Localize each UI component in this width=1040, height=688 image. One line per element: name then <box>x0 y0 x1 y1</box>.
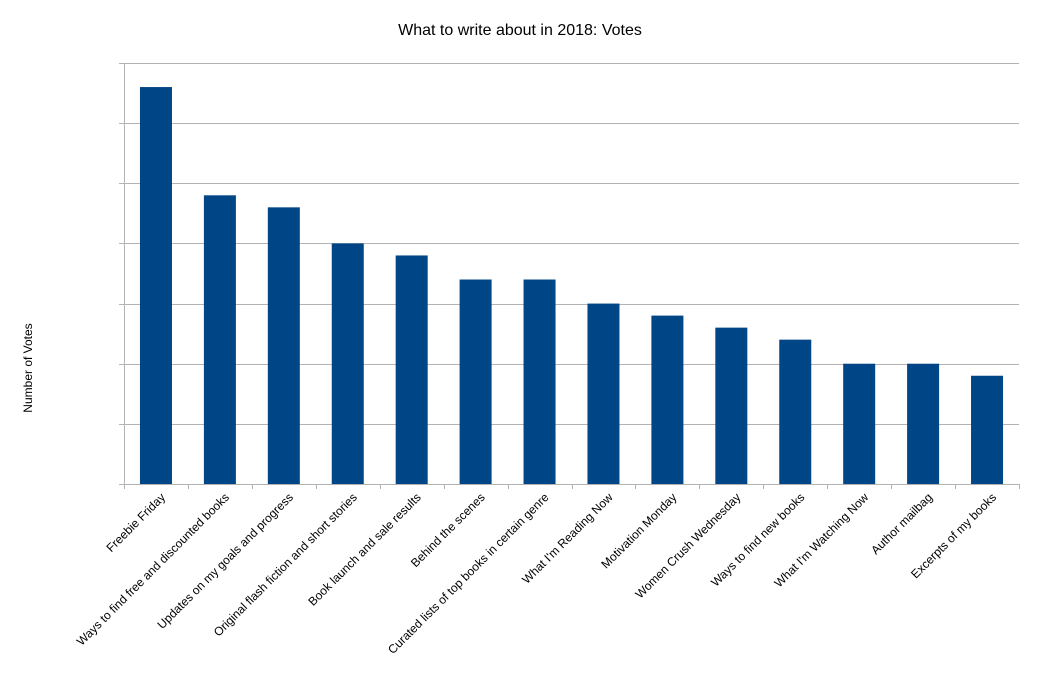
chart-title: What to write about in 2018: Votes <box>398 22 642 39</box>
bars <box>139 87 1004 485</box>
bar <box>267 207 300 485</box>
bar <box>843 363 876 484</box>
x-tick-label: Freebie Friday <box>103 490 168 555</box>
bar <box>203 195 236 485</box>
bar <box>139 87 172 485</box>
bar <box>331 243 364 484</box>
x-tick-label: Original flash fiction and short stories <box>211 490 360 639</box>
x-tick-label: Women Crush Wednesday <box>632 490 743 601</box>
bar <box>587 303 620 484</box>
x-tick-label: Book launch and sale results <box>305 490 423 608</box>
bar <box>715 327 748 484</box>
gridlines <box>119 63 1019 425</box>
bar <box>523 279 556 484</box>
bar <box>779 339 812 484</box>
x-tick-label: Updates on my goals and progress <box>154 490 295 631</box>
bar <box>651 315 684 484</box>
x-tick-label: Author mailbag <box>868 490 935 557</box>
bar <box>971 375 1004 484</box>
bar <box>395 255 428 484</box>
axes <box>119 63 1020 489</box>
bar <box>459 279 492 484</box>
bar <box>907 363 940 484</box>
